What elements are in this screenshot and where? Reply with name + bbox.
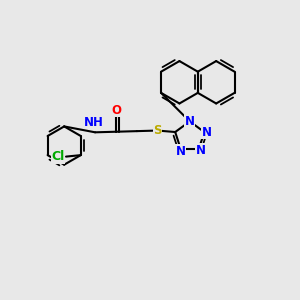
Text: N: N xyxy=(185,115,195,128)
Text: N: N xyxy=(202,125,212,139)
Text: Cl: Cl xyxy=(51,150,64,163)
Text: S: S xyxy=(153,124,162,137)
Text: O: O xyxy=(111,104,121,117)
Text: N: N xyxy=(176,145,186,158)
Text: N: N xyxy=(196,144,206,157)
Text: NH: NH xyxy=(84,116,103,129)
